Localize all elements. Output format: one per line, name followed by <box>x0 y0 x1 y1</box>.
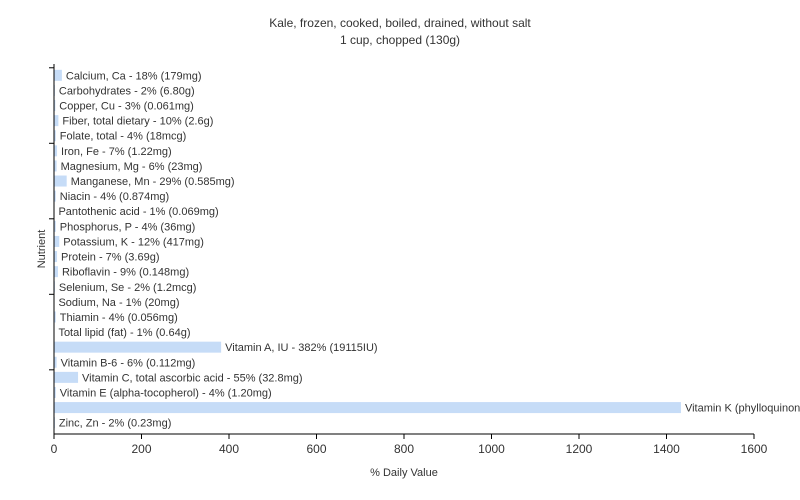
bar-label: Vitamin K (phylloquinone) - 1433% (1146.… <box>685 403 800 415</box>
bar <box>54 402 681 414</box>
bar-label: Vitamin B-6 - 6% (0.112mg) <box>61 357 196 369</box>
bar <box>54 100 56 112</box>
x-tick-label: 1400 <box>653 442 680 456</box>
bar-label: Sodium, Na - 1% (20mg) <box>58 297 179 309</box>
bar-label: Vitamin E (alpha-tocopherol) - 4% (1.20m… <box>60 387 272 399</box>
bar-label: Selenium, Se - 2% (1.2mcg) <box>59 282 197 294</box>
bar-label: Vitamin C, total ascorbic acid - 55% (32… <box>82 372 303 384</box>
bar <box>54 386 56 398</box>
chart-subtitle: 1 cup, chopped (130g) <box>339 33 461 47</box>
bar <box>54 251 58 263</box>
x-tick-label: 1000 <box>478 442 505 456</box>
bar <box>54 160 57 172</box>
bar <box>54 130 56 142</box>
bar-label: Total lipid (fat) - 1% (0.64g) <box>58 327 190 339</box>
bar <box>54 371 79 383</box>
bar <box>54 69 62 81</box>
bar-label: Manganese, Mn - 29% (0.585mg) <box>71 176 235 188</box>
bar-label: Vitamin A, IU - 382% (19115IU) <box>225 342 377 354</box>
bar-label: Iron, Fe - 7% (1.22mg) <box>61 146 172 158</box>
bar <box>54 115 59 127</box>
bar <box>54 235 60 247</box>
bar <box>54 175 67 187</box>
bar-label: Fiber, total dietary - 10% (2.6g) <box>62 116 213 128</box>
x-tick-label: 400 <box>219 442 239 456</box>
bar <box>54 341 222 353</box>
bar-label: Protein - 7% (3.69g) <box>61 252 159 264</box>
x-tick-label: 1600 <box>741 442 768 456</box>
x-tick-label: 0 <box>51 442 58 456</box>
bar-label: Riboflavin - 9% (0.148mg) <box>62 267 189 279</box>
x-tick-label: 1200 <box>566 442 593 456</box>
bar-label: Phosphorus, P - 4% (36mg) <box>60 221 196 233</box>
bar-label: Pantothenic acid - 1% (0.069mg) <box>58 206 218 218</box>
bar-label: Calcium, Ca - 18% (179mg) <box>66 70 202 82</box>
bar-label: Niacin - 4% (0.874mg) <box>60 191 169 203</box>
bar <box>54 145 58 157</box>
y-axis-title: Nutrient <box>36 230 48 269</box>
x-tick-label: 200 <box>131 442 151 456</box>
bar-label: Zinc, Zn - 2% (0.23mg) <box>59 418 171 430</box>
bar-label: Thiamin - 4% (0.056mg) <box>60 312 178 324</box>
bar <box>54 266 58 278</box>
x-tick-label: 600 <box>306 442 326 456</box>
bar-label: Potassium, K - 12% (417mg) <box>63 236 204 248</box>
x-axis-title: % Daily Value <box>370 467 438 479</box>
bar-label: Magnesium, Mg - 6% (23mg) <box>61 161 203 173</box>
bar <box>54 356 57 368</box>
bar <box>54 190 56 202</box>
chart-title: Kale, frozen, cooked, boiled, drained, w… <box>269 16 531 30</box>
bar-label: Copper, Cu - 3% (0.061mg) <box>59 101 194 113</box>
bar-label: Carbohydrates - 2% (6.80g) <box>59 85 195 97</box>
x-tick-label: 800 <box>394 442 414 456</box>
bar <box>54 311 56 323</box>
bar-label: Folate, total - 4% (18mcg) <box>60 131 187 143</box>
bar <box>54 220 56 232</box>
